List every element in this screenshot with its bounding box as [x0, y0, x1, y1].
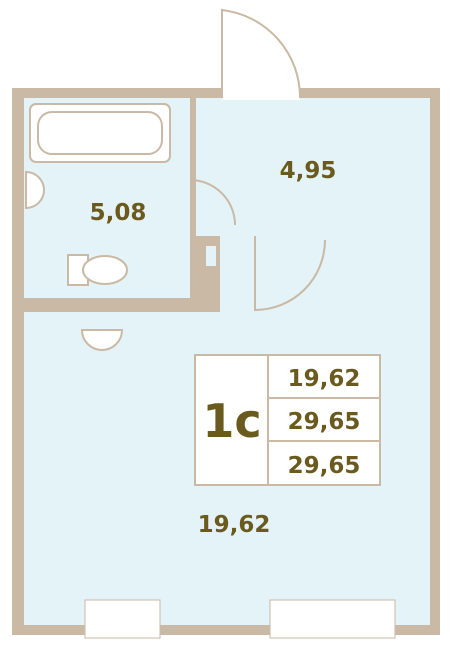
apartment-type: 1с [202, 394, 261, 448]
toilet-bowl [82, 255, 128, 285]
bathtub [29, 103, 171, 163]
kitchen-sink [80, 329, 124, 351]
room-area: 5,08 [90, 200, 147, 226]
hallway [196, 98, 430, 236]
info-frame [194, 354, 381, 486]
pillar-notch [206, 246, 216, 266]
info-value: 29,65 [288, 453, 361, 479]
room-area: 19,62 [198, 512, 271, 538]
bathtub-inner [37, 111, 163, 155]
sink [25, 170, 45, 210]
inner-door [254, 236, 326, 312]
window [269, 599, 396, 639]
bath-door [189, 179, 236, 226]
info-value: 29,65 [288, 409, 361, 435]
info-value: 19,62 [288, 366, 361, 392]
room-area: 4,95 [280, 158, 337, 184]
entrance-door [221, 8, 302, 99]
info-box: 1с 19,62 29,65 29,65 [194, 354, 381, 486]
window [84, 599, 161, 639]
